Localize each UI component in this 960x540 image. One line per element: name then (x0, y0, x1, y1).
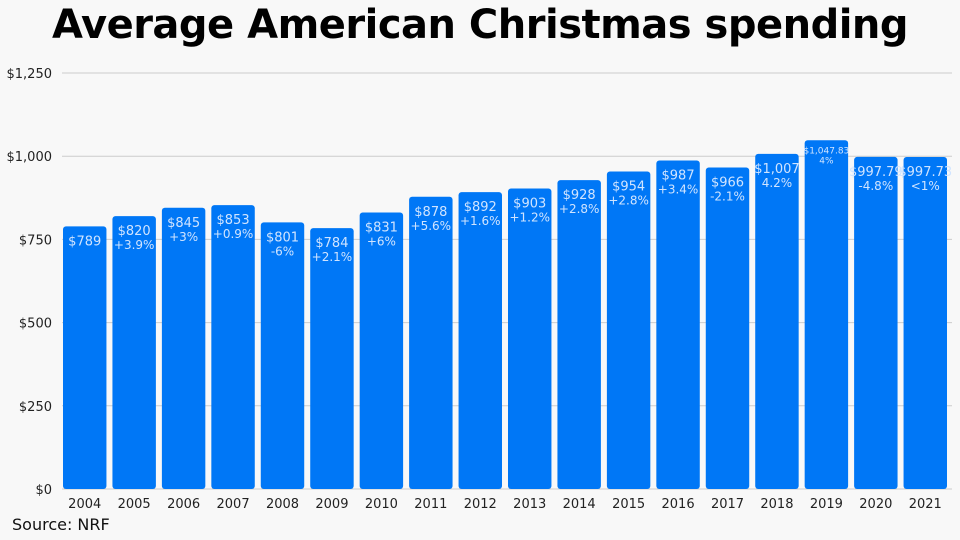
x-tick-label: 2018 (760, 497, 793, 512)
x-tick-label: 2006 (167, 497, 200, 512)
value-label: $801 (266, 230, 299, 245)
value-label: $831 (365, 220, 398, 235)
change-label: +2.1% (312, 250, 353, 264)
value-label: $966 (711, 176, 744, 191)
x-tick-label: 2014 (563, 497, 596, 512)
value-label: $845 (167, 216, 200, 231)
change-label: 4% (819, 156, 834, 166)
y-tick-label: $1,250 (7, 67, 53, 82)
bar (63, 226, 107, 489)
value-label: $820 (118, 224, 151, 239)
value-label: $997.79 (849, 165, 903, 180)
value-label: $903 (513, 196, 546, 211)
x-tick-label: 2019 (810, 497, 843, 512)
x-tick-label: 2015 (612, 497, 645, 512)
change-label: <1% (911, 179, 940, 193)
change-label: +3.4% (658, 183, 699, 197)
bar (409, 196, 453, 489)
y-tick-label: $0 (35, 483, 52, 498)
x-tick-label: 2011 (414, 497, 447, 512)
change-label: +5.6% (411, 219, 452, 233)
change-label: +3.9% (114, 238, 155, 252)
value-label: $892 (464, 200, 497, 215)
change-label: +2.8% (559, 202, 600, 216)
x-tick-label: 2007 (217, 497, 250, 512)
x-tick-label: 2021 (909, 497, 942, 512)
x-tick-label: 2004 (68, 497, 101, 512)
value-label: $954 (612, 180, 645, 195)
source-note: Source: NRF (12, 515, 110, 534)
value-label: $789 (68, 234, 101, 249)
value-label: $878 (414, 205, 447, 220)
value-label: $784 (315, 236, 348, 251)
change-label: +0.9% (213, 227, 254, 241)
x-tick-label: 2008 (266, 497, 299, 512)
value-label: $1,007 (754, 162, 800, 177)
y-tick-label: $750 (19, 233, 52, 248)
change-label: +1.6% (460, 214, 501, 228)
value-label: $987 (662, 169, 695, 184)
x-tick-label: 2009 (315, 497, 348, 512)
change-label: -2.1% (710, 190, 745, 204)
change-label: +3% (169, 230, 198, 244)
change-label: +1.2% (509, 210, 550, 224)
change-label: -6% (271, 244, 294, 258)
bar (854, 156, 898, 489)
bar (606, 171, 651, 490)
x-tick-label: 2020 (859, 497, 892, 512)
x-tick-label: 2005 (118, 497, 151, 512)
change-label: +6% (367, 234, 396, 248)
bar (359, 212, 404, 489)
value-label: $853 (217, 213, 250, 228)
x-tick-label: 2010 (365, 497, 398, 512)
bar (804, 140, 849, 490)
bar (161, 207, 206, 489)
value-label: $997.73 (898, 165, 952, 180)
bar (508, 188, 552, 489)
bar (458, 192, 502, 489)
bar (310, 228, 354, 490)
value-label: $1,047.83 (803, 146, 849, 156)
bar (903, 156, 947, 490)
y-tick-label: $500 (19, 317, 52, 332)
bar (211, 205, 255, 490)
bar (755, 153, 799, 489)
change-label: 4.2% (762, 176, 793, 190)
x-tick-label: 2017 (711, 497, 744, 512)
x-tick-label: 2012 (464, 497, 497, 512)
x-tick-label: 2016 (662, 497, 695, 512)
chart-title: Average American Christmas spending (51, 2, 909, 48)
change-label: -4.8% (858, 179, 893, 193)
bar (260, 222, 305, 490)
bar (705, 167, 750, 489)
y-tick-label: $250 (19, 400, 52, 415)
bar (656, 160, 700, 489)
bar (557, 180, 601, 489)
value-label: $928 (563, 188, 596, 203)
y-tick-label: $1,000 (7, 150, 53, 165)
bar (112, 216, 156, 489)
x-tick-label: 2013 (513, 497, 546, 512)
change-label: +2.8% (608, 194, 649, 208)
